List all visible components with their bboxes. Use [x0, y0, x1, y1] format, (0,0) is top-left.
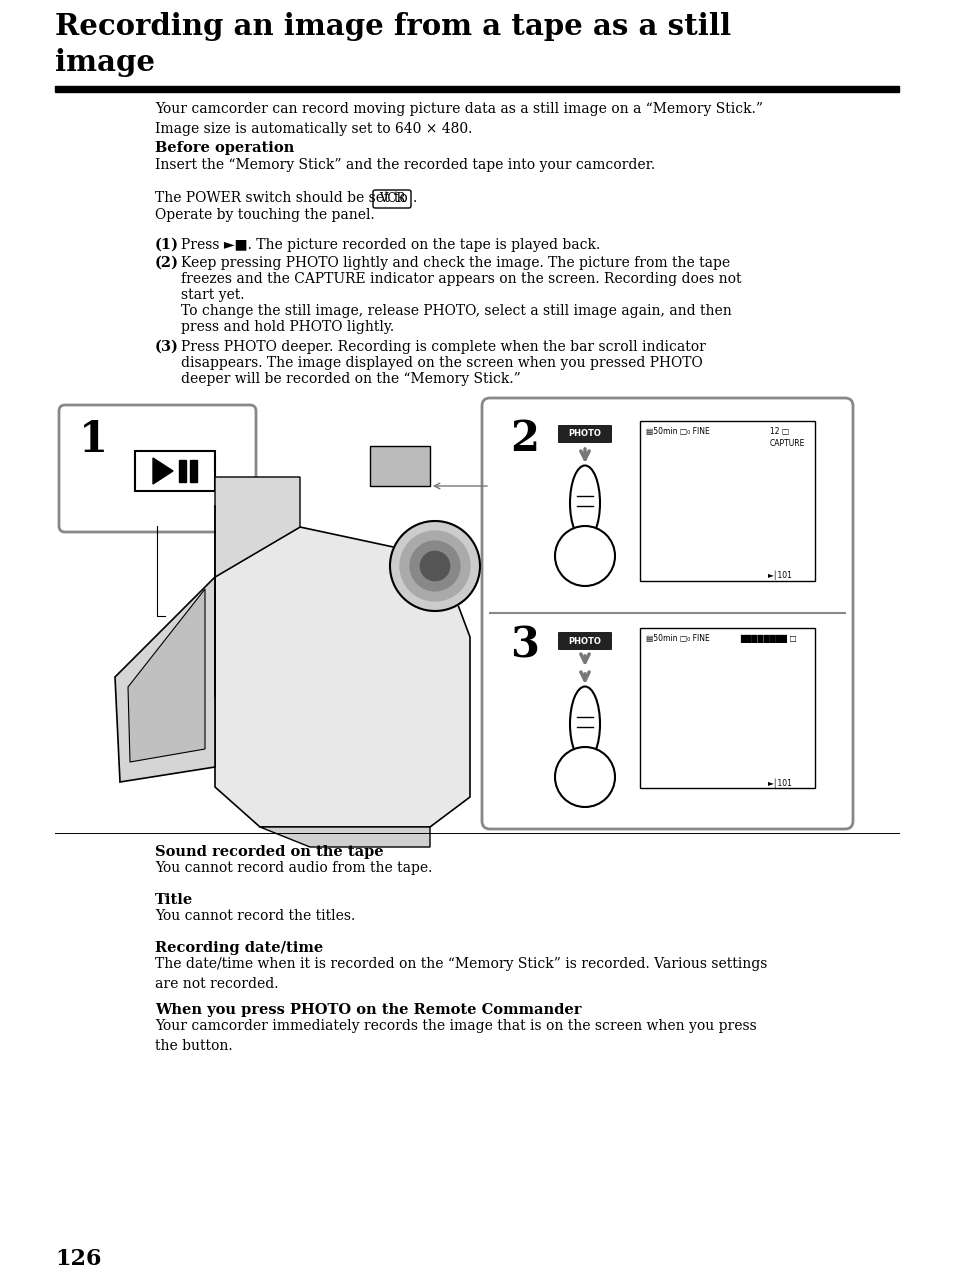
Ellipse shape: [569, 466, 599, 541]
Text: Recording date/time: Recording date/time: [154, 941, 323, 955]
Ellipse shape: [569, 686, 599, 761]
Text: ►│101: ►│101: [767, 572, 792, 580]
Text: The date/time when it is recorded on the “Memory Stick” is recorded. Various set: The date/time when it is recorded on the…: [154, 957, 766, 990]
Bar: [135, 451, 214, 491]
Polygon shape: [152, 458, 172, 484]
Circle shape: [399, 531, 470, 601]
Text: ████████ □: ████████ □: [740, 634, 796, 643]
Text: 2: 2: [510, 418, 538, 460]
Text: Your camcorder can record moving picture data as a still image on a “Memory Stic: Your camcorder can record moving picture…: [154, 102, 762, 136]
FancyBboxPatch shape: [373, 190, 411, 207]
Text: Press ►■. The picture recorded on the tape is played back.: Press ►■. The picture recorded on the ta…: [181, 238, 599, 252]
Polygon shape: [214, 477, 299, 577]
Bar: [179, 460, 186, 482]
Text: VCR: VCR: [378, 192, 405, 205]
FancyBboxPatch shape: [59, 405, 255, 532]
Text: ▤50min □₀ FINE: ▤50min □₀ FINE: [645, 634, 709, 643]
Bar: [370, 446, 430, 486]
Circle shape: [410, 541, 459, 591]
Text: 1: 1: [79, 419, 108, 461]
Bar: [190, 460, 196, 482]
Text: Recording an image from a tape as a still: Recording an image from a tape as a stil…: [55, 11, 730, 41]
Text: .: .: [413, 191, 416, 205]
Circle shape: [555, 526, 615, 586]
Text: 126: 126: [55, 1248, 101, 1270]
Text: ▤50min □₀ FINE: ▤50min □₀ FINE: [645, 426, 709, 435]
Text: (2): (2): [154, 256, 179, 270]
Circle shape: [419, 551, 450, 580]
FancyBboxPatch shape: [558, 631, 612, 651]
Polygon shape: [214, 527, 470, 827]
Bar: [55, 87, 898, 92]
Text: Sound recorded on the tape: Sound recorded on the tape: [154, 845, 383, 859]
Text: PHOTO: PHOTO: [568, 429, 600, 438]
Text: start yet.: start yet.: [181, 288, 244, 302]
Text: CAPTURE: CAPTURE: [769, 439, 804, 448]
Text: The POWER switch should be set to: The POWER switch should be set to: [154, 191, 412, 205]
Text: Keep pressing PHOTO lightly and check the image. The picture from the tape: Keep pressing PHOTO lightly and check th…: [181, 256, 729, 270]
Text: PHOTO: PHOTO: [568, 636, 600, 645]
Text: 12 □: 12 □: [769, 426, 788, 435]
Text: You cannot record audio from the tape.: You cannot record audio from the tape.: [154, 861, 432, 875]
Text: When you press PHOTO on the Remote Commander: When you press PHOTO on the Remote Comma…: [154, 1003, 581, 1017]
Text: deeper will be recorded on the “Memory Stick.”: deeper will be recorded on the “Memory S…: [181, 372, 520, 386]
Circle shape: [390, 521, 479, 611]
Text: ►│101: ►│101: [767, 778, 792, 788]
Text: You cannot record the titles.: You cannot record the titles.: [154, 909, 355, 923]
Text: (3): (3): [154, 340, 178, 354]
Text: Before operation: Before operation: [154, 141, 294, 155]
Text: Your camcorder immediately records the image that is on the screen when you pres: Your camcorder immediately records the i…: [154, 1018, 756, 1053]
Text: Operate by touching the panel.: Operate by touching the panel.: [154, 207, 375, 222]
Text: Press PHOTO deeper. Recording is complete when the bar scroll indicator: Press PHOTO deeper. Recording is complet…: [181, 340, 705, 354]
Bar: [639, 421, 814, 580]
Text: Insert the “Memory Stick” and the recorded tape into your camcorder.: Insert the “Memory Stick” and the record…: [154, 158, 655, 172]
Text: press and hold PHOTO lightly.: press and hold PHOTO lightly.: [181, 320, 394, 334]
Text: image: image: [55, 48, 154, 76]
Circle shape: [555, 747, 615, 807]
Polygon shape: [260, 827, 430, 847]
Text: disappears. The image displayed on the screen when you pressed PHOTO: disappears. The image displayed on the s…: [181, 356, 702, 370]
Bar: [639, 628, 814, 788]
Text: 3: 3: [510, 625, 538, 667]
Text: To change the still image, release PHOTO, select a still image again, and then: To change the still image, release PHOTO…: [181, 304, 731, 318]
Text: freezes and the CAPTURE indicator appears on the screen. Recording does not: freezes and the CAPTURE indicator appear…: [181, 272, 740, 286]
FancyBboxPatch shape: [558, 425, 612, 443]
Text: (1): (1): [154, 238, 179, 252]
Polygon shape: [115, 577, 214, 782]
Text: Title: Title: [154, 892, 193, 906]
FancyBboxPatch shape: [481, 398, 852, 829]
Polygon shape: [128, 589, 205, 763]
